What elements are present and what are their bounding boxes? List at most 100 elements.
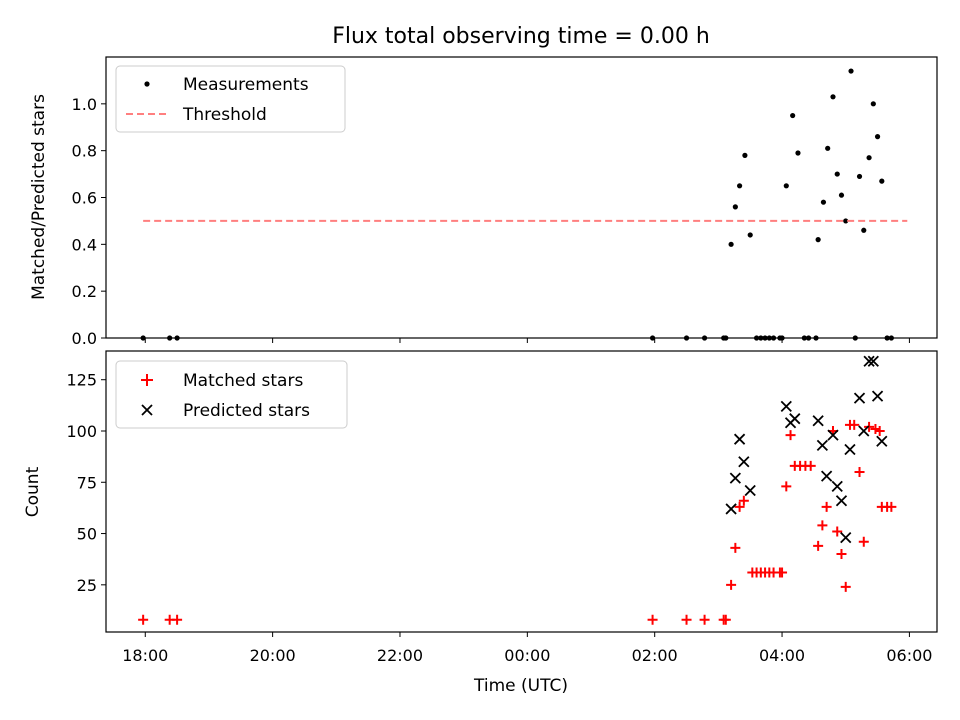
measurement-point (834, 171, 840, 177)
matched-star-point (886, 501, 897, 512)
predicted-star-point (840, 532, 852, 544)
matched-star-point (854, 467, 865, 478)
measurement-point (861, 227, 867, 233)
top-panel: 0.0 0.2 0.4 0.6 0.8 1.0 Matched/Predicted sta… (29, 56, 938, 348)
bottom-y-tick-label: 125 (66, 371, 97, 390)
measurement-point (870, 101, 876, 107)
predicted-star-point (729, 472, 741, 484)
matched-star-point (138, 614, 149, 625)
matched-star-point (849, 419, 860, 430)
predicted-star-point (867, 355, 879, 367)
top-y-tick-label: 0.6 (72, 189, 97, 208)
bottom-plot-frame (105, 350, 938, 633)
measurement-point (825, 145, 831, 151)
bottom-y-tick-label: 100 (66, 422, 97, 441)
matched-star-point (813, 540, 824, 551)
legend-predicted-marker (141, 404, 153, 416)
matched-star-point (647, 614, 658, 625)
matched-star-point (681, 614, 692, 625)
matched-star-point (730, 542, 741, 553)
bottom-y-ticks: 25 50 75 100 125 (66, 371, 106, 595)
predicted-star-point (863, 355, 875, 367)
bottom-x-tick-label: 00:00 (504, 646, 550, 665)
matched-star-point (738, 495, 749, 506)
measurement-point (728, 241, 734, 247)
predicted-star-point (853, 392, 866, 404)
legend-threshold-label: Threshold (182, 105, 267, 125)
top-y-tick-label: 0.0 (72, 329, 97, 348)
bottom-y-tick-label: 25 (77, 576, 97, 595)
top-legend: Measurements Threshold (115, 65, 346, 133)
bottom-y-axis-label: Count (23, 466, 43, 517)
top-legend-box (115, 65, 346, 133)
bottom-x-ticks: 18:00 20:00 22:00 00:00 02:00 04:00 06:00 (122, 632, 932, 665)
measurement-point (736, 183, 743, 189)
matched-star-point (836, 549, 847, 560)
top-y-tick-label: 0.8 (72, 142, 97, 161)
measurement-point (838, 192, 845, 198)
bottom-x-tick-label: 02:00 (632, 646, 678, 665)
predicted-star-point (816, 439, 829, 451)
matched-star-point (172, 614, 183, 625)
predicted-star-point (789, 413, 801, 425)
matched-star-point (817, 520, 828, 531)
x-axis-label: Time (UTC) (473, 676, 568, 696)
legend-matched-label: Matched stars (183, 371, 303, 391)
predicted-star-point (871, 390, 884, 402)
measurement-point (879, 178, 885, 184)
matched-star-point (777, 567, 788, 578)
measurement-point (874, 134, 881, 140)
predicted-star-point (827, 429, 839, 441)
top-y-tick-label: 0.4 (72, 235, 97, 254)
matched-star-point (720, 614, 731, 625)
bottom-x-tick-label: 04:00 (759, 646, 805, 665)
matched-star-point (734, 501, 745, 512)
matched-star-point (858, 536, 869, 547)
measurement-point (856, 173, 863, 180)
top-y-tick-label: 1.0 (72, 95, 97, 114)
predicted-star-point (725, 503, 737, 515)
top-y-axis-label: Matched/Predicted stars (29, 94, 49, 300)
measurement-point (843, 218, 849, 224)
predicted-star-point (835, 495, 848, 507)
legend-measurements-label: Measurements (183, 75, 309, 95)
bottom-x-tick-label: 06:00 (886, 646, 932, 665)
matched-star-point (821, 501, 832, 512)
measurement-point (742, 152, 748, 158)
measurement-point (866, 155, 872, 161)
bottom-y-tick-label: 50 (77, 525, 97, 544)
predicted-star-point (780, 400, 792, 413)
measurement-point (747, 232, 753, 238)
bottom-plot-marks (138, 355, 897, 625)
measurement-point (815, 237, 821, 243)
top-x-ticks (144, 338, 910, 343)
predicted-star-point (733, 433, 746, 445)
bottom-panel: 25 50 75 100 125 18:00 20:00 22:00 00:00 02:00 04… (23, 350, 938, 665)
matched-star-point (840, 581, 851, 592)
measurement-point (732, 204, 738, 210)
bottom-x-tick-label: 18:00 (122, 646, 168, 665)
matched-star-point (726, 579, 737, 590)
measurement-point (790, 112, 796, 119)
measurement-point (795, 150, 801, 156)
bottom-legend-box (115, 360, 348, 429)
predicted-star-point (820, 470, 833, 482)
legend-matched-marker (141, 374, 153, 386)
predicted-star-point (831, 480, 843, 493)
legend-predicted-label: Predicted stars (183, 401, 310, 421)
matched-star-point (874, 425, 885, 436)
chart-title: Flux total observing time = 0.00 h (332, 24, 710, 49)
predicted-star-point (876, 435, 888, 447)
measurement-point (783, 183, 789, 189)
measurement-point (830, 94, 836, 100)
predicted-star-point (844, 443, 856, 456)
top-plot-marks (140, 68, 908, 341)
bottom-x-tick-label: 22:00 (377, 646, 423, 665)
bottom-legend: Matched stars Predicted stars (115, 360, 348, 429)
legend-measurements-marker (144, 81, 150, 87)
bottom-y-tick-label: 75 (77, 473, 97, 492)
measurement-point (820, 199, 827, 205)
predicted-star-point (744, 484, 756, 497)
matched-star-point (699, 614, 710, 625)
